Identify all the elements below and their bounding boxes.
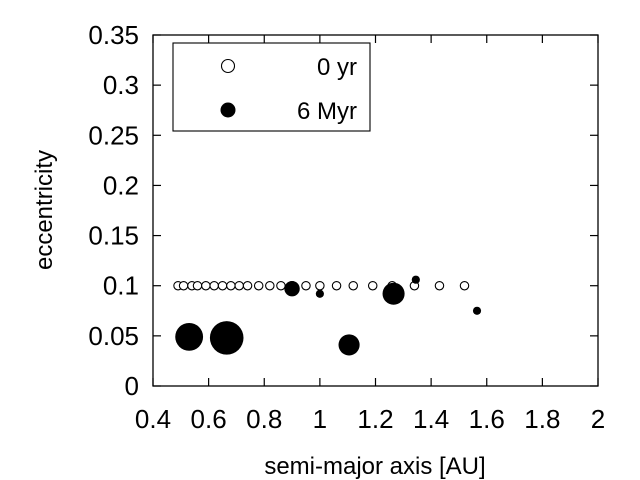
point-0yr [367, 280, 378, 291]
axis-ticks [152, 34, 599, 387]
point-0yr [201, 280, 211, 291]
point-6myr [382, 282, 405, 305]
point-0yr [265, 280, 275, 291]
x-tick-label: 1.4 [413, 404, 449, 434]
point-6myr [338, 334, 360, 356]
x-tick-label: 1.6 [469, 404, 505, 434]
x-tick-label: 0.6 [191, 404, 227, 434]
point-0yr [226, 280, 236, 291]
legend-label-0yr: 0 yr [317, 54, 357, 81]
y-tick-label: 0.3 [103, 70, 139, 100]
legend-box [172, 42, 371, 132]
legend-marker-0yr [220, 58, 236, 74]
point-0yr [217, 280, 228, 291]
y-tick-label: 0.1 [103, 271, 139, 301]
point-6myr [472, 306, 482, 315]
point-0yr [301, 280, 311, 291]
x-tick-label: 1.8 [524, 404, 560, 434]
legend: 0 yr 6 Myr [172, 42, 371, 132]
data-points [173, 275, 482, 356]
point-0yr [459, 280, 470, 291]
point-0yr [178, 280, 189, 291]
point-6myr [209, 321, 244, 355]
point-0yr [209, 280, 219, 291]
legend-label-6myr: 6 Myr [297, 98, 357, 125]
point-0yr [276, 280, 286, 291]
x-tick-label: 1 [313, 404, 327, 434]
x-axis-label: semi-major axis [AU] [264, 453, 485, 480]
point-6myr [411, 275, 420, 284]
point-0yr [331, 280, 342, 291]
point-0yr [434, 280, 445, 291]
y-tick-label: 0 [125, 371, 139, 401]
x-tick-label: 0.4 [135, 404, 171, 434]
y-tick-label: 0.05 [88, 321, 139, 351]
legend-marker-6myr [220, 102, 236, 118]
y-tick-label: 0.2 [103, 170, 139, 200]
y-tick-label: 0.35 [88, 20, 139, 50]
point-0yr [253, 280, 264, 291]
y-tick-label: 0.25 [88, 120, 139, 150]
x-tick-label: 2 [591, 404, 605, 434]
x-tick-label: 1.2 [357, 404, 393, 434]
x-tick-label: 0.8 [246, 404, 282, 434]
tick-labels: 0.4 0.6 0.8 1 1.2 1.4 1.6 1.8 2 0 0.05 0.1 0.15 0.2 0.… [88, 20, 605, 434]
point-0yr [192, 280, 203, 291]
point-0yr [234, 280, 244, 291]
point-0yr [242, 280, 253, 291]
point-0yr [315, 280, 325, 291]
point-6myr [175, 322, 204, 351]
point-6myr [284, 281, 300, 297]
y-tick-label: 0.15 [88, 221, 139, 251]
y-axis-label: eccentricity [31, 150, 58, 270]
point-0yr [348, 280, 358, 291]
point-6myr [315, 289, 324, 298]
